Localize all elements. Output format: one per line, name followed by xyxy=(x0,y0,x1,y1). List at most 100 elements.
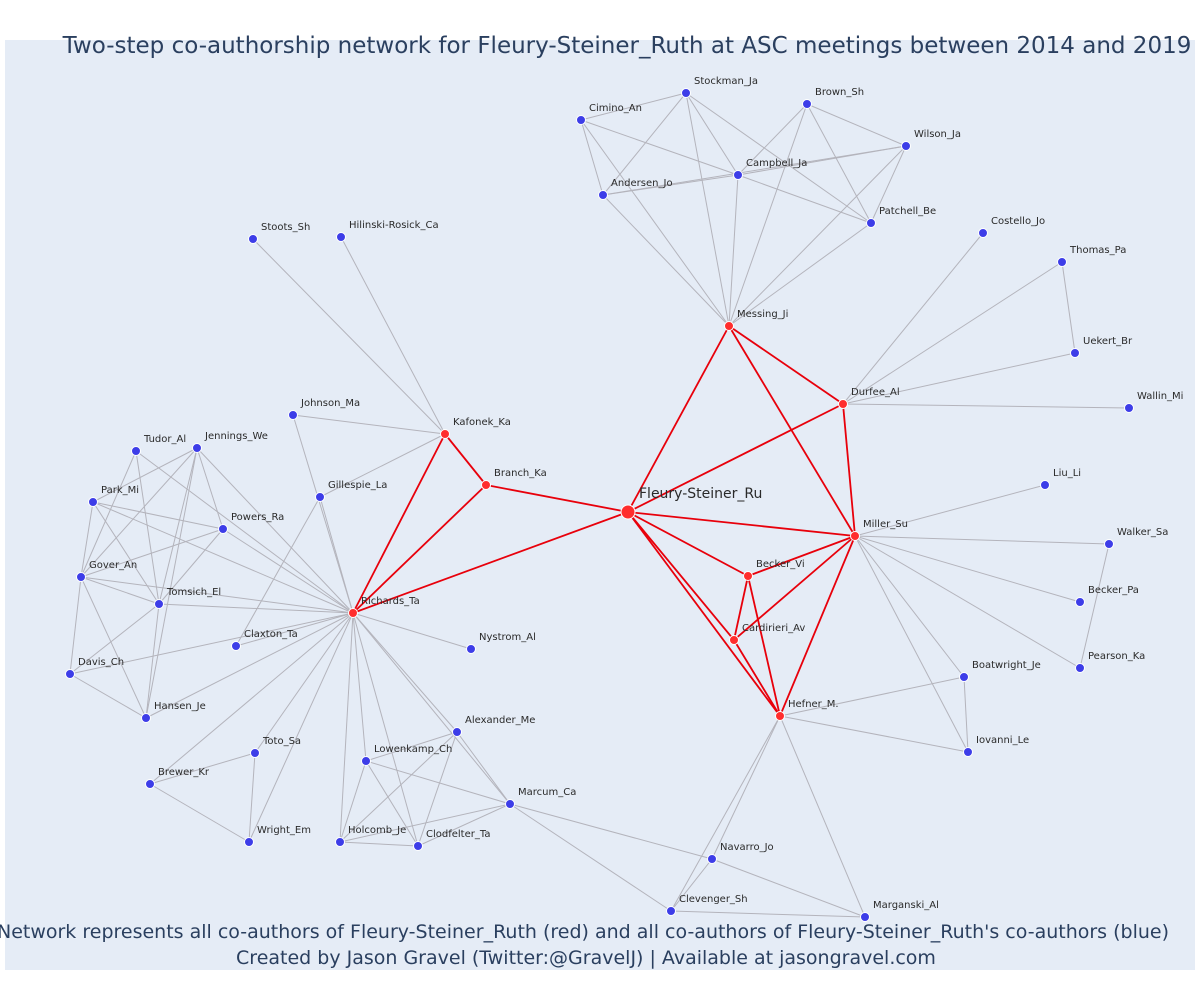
node-wilson-ja[interactable] xyxy=(901,141,911,151)
edge-jennings-we-hansen-je xyxy=(145,447,198,719)
node-label-tudor-al: Tudor_Al xyxy=(143,434,186,445)
node-costello-jo[interactable] xyxy=(978,228,988,238)
edge-miller-su-walker-sa xyxy=(854,535,1110,545)
edge-lowenkamp-ch-marcum-ca xyxy=(365,760,511,805)
edge-thomas-pa-uekert-br xyxy=(1061,261,1076,354)
node-uekert-br[interactable] xyxy=(1070,348,1080,358)
node-miller-su[interactable] xyxy=(850,531,860,541)
node-iovanni-le[interactable] xyxy=(963,747,973,757)
edge-richards-ta-johnson-ma xyxy=(292,414,354,614)
node-label-andersen-jo: Andersen_Jo xyxy=(611,178,673,189)
node-marganski-al[interactable] xyxy=(860,912,870,922)
node-label-kafonek-ka: Kafonek_Ka xyxy=(453,417,511,428)
edges-layer xyxy=(69,92,1130,918)
node-richards-ta[interactable] xyxy=(348,608,358,618)
node-label-hansen-je: Hansen_Je xyxy=(154,701,206,712)
node-patchell-be[interactable] xyxy=(866,218,876,228)
node-hansen-je[interactable] xyxy=(141,713,151,723)
node-messing-ji[interactable] xyxy=(724,321,734,331)
node-cimino-an[interactable] xyxy=(576,115,586,125)
edge-messing-ji-cimino-an xyxy=(580,119,730,327)
edge-fleury-steiner-ru-branch-ka xyxy=(485,484,629,513)
edge-durfee-al-wallin-mi xyxy=(842,403,1130,409)
node-brewer-kr[interactable] xyxy=(145,779,155,789)
caption-line-2: Created by Jason Gravel (Twitter:@Gravel… xyxy=(236,947,936,969)
node-holcomb-je[interactable] xyxy=(335,837,345,847)
node-davis-ch[interactable] xyxy=(65,669,75,679)
node-thomas-pa[interactable] xyxy=(1057,257,1067,267)
node-becker-pa[interactable] xyxy=(1075,597,1085,607)
edge-cardirieri-av-hefner-m xyxy=(733,639,781,717)
node-gillespie-la[interactable] xyxy=(315,492,325,502)
edge-park-mi-gover-an xyxy=(80,501,94,578)
node-label-jennings-we: Jennings_We xyxy=(204,431,268,442)
edge-brown-sh-campbell-ja xyxy=(737,103,808,176)
edge-messing-ji-campbell-ja xyxy=(728,174,739,327)
edge-alexander-me-marcum-ca xyxy=(456,731,511,805)
node-hefner-m[interactable] xyxy=(775,711,785,721)
node-label-clodfelter-ta: Clodfelter_Ta xyxy=(426,829,490,840)
node-johnson-ma[interactable] xyxy=(288,410,298,420)
edge-jennings-we-gover-an xyxy=(80,447,198,578)
node-campbell-ja[interactable] xyxy=(733,170,743,180)
node-label-miller-su: Miller_Su xyxy=(863,519,908,530)
node-label-fleury-steiner-ru: Fleury-Steiner_Ru xyxy=(639,486,762,502)
edge-jennings-we-powers-ra xyxy=(196,447,224,530)
edge-jennings-we-tomsich-el xyxy=(158,447,198,605)
node-label-messing-ji: Messing_Ji xyxy=(737,309,788,320)
node-lowenkamp-ch[interactable] xyxy=(361,756,371,766)
node-label-thomas-pa: Thomas_Pa xyxy=(1069,245,1126,256)
node-park-mi[interactable] xyxy=(88,497,98,507)
edge-kafonek-ka-stoots-sh xyxy=(252,238,446,435)
node-wallin-mi[interactable] xyxy=(1124,403,1134,413)
node-marcum-ca[interactable] xyxy=(505,799,515,809)
node-label-hefner-m: Hefner_M. xyxy=(788,699,839,710)
node-tudor-al[interactable] xyxy=(131,446,141,456)
node-clevenger-sh[interactable] xyxy=(666,906,676,916)
node-label-branch-ka: Branch_Ka xyxy=(494,468,547,479)
edge-richards-ta-davis-ch xyxy=(69,612,354,675)
node-pearson-ka[interactable] xyxy=(1075,663,1085,673)
node-label-alexander-me: Alexander_Me xyxy=(465,715,535,726)
edge-brown-sh-wilson-ja xyxy=(806,103,907,147)
edge-richards-ta-clodfelter-ta xyxy=(352,612,419,847)
node-branch-ka[interactable] xyxy=(481,480,491,490)
edge-richards-ta-tudor-al xyxy=(135,450,354,614)
edge-wilson-ja-patchell-be xyxy=(870,145,907,224)
node-nystrom-al[interactable] xyxy=(466,644,476,654)
edge-richards-ta-brewer-kr xyxy=(149,612,354,785)
node-fleury-steiner-ru[interactable] xyxy=(620,504,636,520)
node-walker-sa[interactable] xyxy=(1104,539,1114,549)
node-label-claxton-ta: Claxton_Ta xyxy=(244,629,298,640)
node-stoots-sh[interactable] xyxy=(248,234,258,244)
node-toto-sa[interactable] xyxy=(250,748,260,758)
edge-navarro-jo-clevenger-sh xyxy=(670,858,713,912)
node-kafonek-ka[interactable] xyxy=(440,429,450,439)
edge-hefner-m-iovanni-le xyxy=(779,715,969,753)
edge-miller-su-becker-pa xyxy=(854,535,1081,603)
edge-richards-ta-jennings-we xyxy=(196,447,354,614)
node-hilinski-rosick-ca[interactable] xyxy=(336,232,346,242)
edge-toto-sa-wright-em xyxy=(248,752,256,843)
edge-gover-an-hansen-je xyxy=(80,576,147,719)
node-alexander-me[interactable] xyxy=(452,727,462,737)
node-powers-ra[interactable] xyxy=(218,524,228,534)
edge-fleury-steiner-ru-hefner-m xyxy=(627,511,781,717)
node-brown-sh[interactable] xyxy=(802,99,812,109)
node-jennings-we[interactable] xyxy=(192,443,202,453)
node-durfee-al[interactable] xyxy=(838,399,848,409)
node-becker-vi[interactable] xyxy=(743,571,753,581)
node-claxton-ta[interactable] xyxy=(231,641,241,651)
edge-messing-ji-andersen-jo xyxy=(602,194,730,327)
node-tomsich-el[interactable] xyxy=(154,599,164,609)
node-gover-an[interactable] xyxy=(76,572,86,582)
node-liu-li[interactable] xyxy=(1040,480,1050,490)
node-boatwright-je[interactable] xyxy=(959,672,969,682)
node-wright-em[interactable] xyxy=(244,837,254,847)
node-stockman-ja[interactable] xyxy=(681,88,691,98)
node-navarro-jo[interactable] xyxy=(707,854,717,864)
node-clodfelter-ta[interactable] xyxy=(413,841,423,851)
node-label-uekert-br: Uekert_Br xyxy=(1083,336,1133,347)
node-cardirieri-av[interactable] xyxy=(729,635,739,645)
node-andersen-jo[interactable] xyxy=(598,190,608,200)
